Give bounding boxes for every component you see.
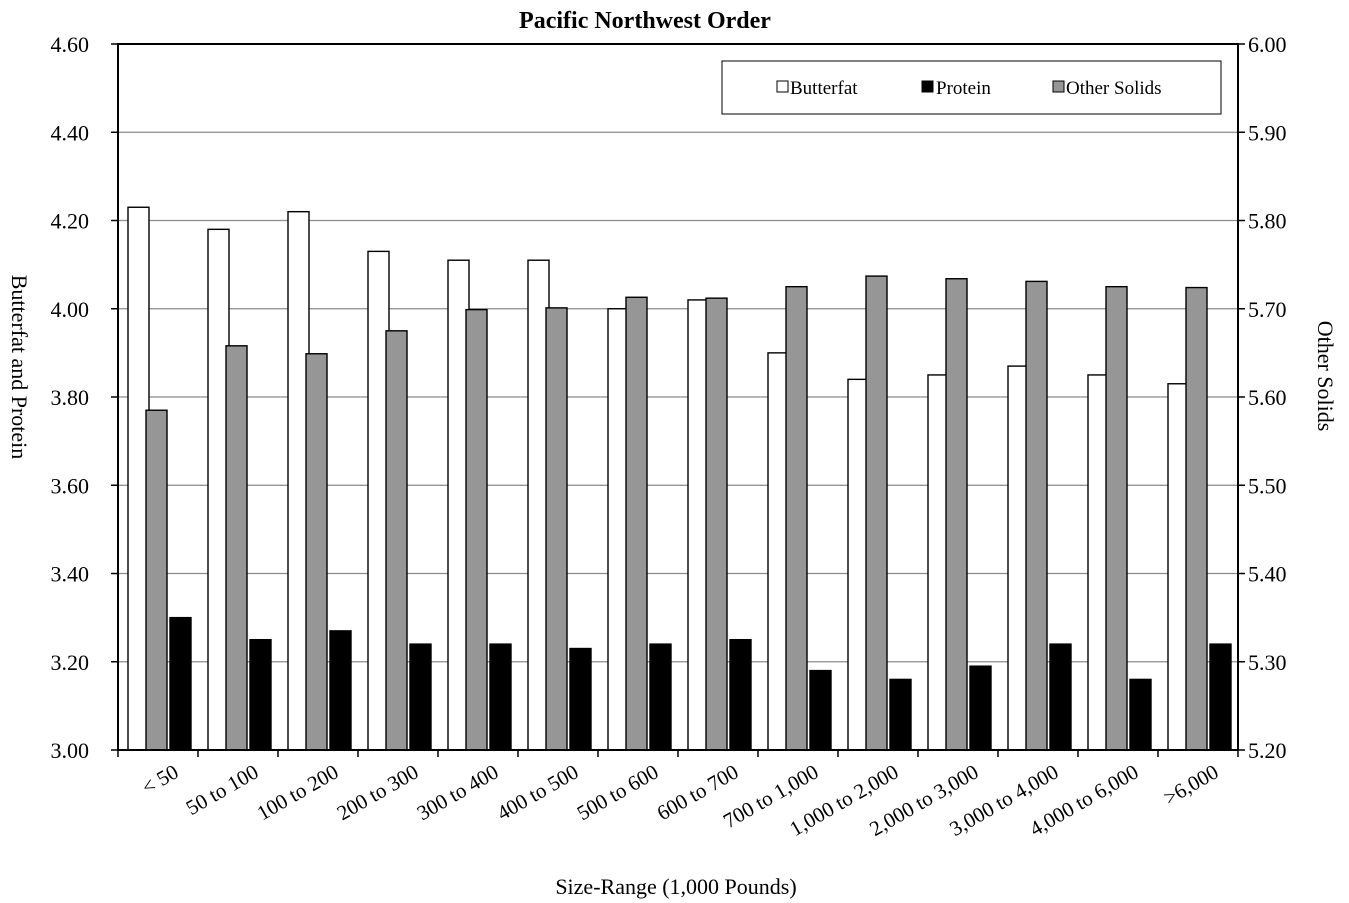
right-tick-label: 5.30 [1248, 650, 1287, 675]
legend-swatch-protein [921, 80, 934, 93]
left-tick-label: 3.20 [51, 650, 90, 675]
bar-other-solids [1105, 285, 1128, 751]
x-tick-label: 200 to 300 [333, 760, 423, 826]
bar-protein [649, 643, 672, 751]
legend-label-butterfat: Butterfat [790, 78, 858, 99]
bars [127, 206, 1232, 751]
left-tick-label: 3.00 [51, 738, 90, 763]
bar-protein [329, 630, 352, 751]
bar-protein [249, 638, 272, 751]
x-tick-label: 100 to 200 [253, 760, 343, 826]
left-axis-label: Butterfat and Protein [7, 275, 32, 460]
bar-other-solids [145, 409, 168, 751]
bar-protein [1209, 643, 1232, 751]
bar-other-solids [1025, 280, 1048, 751]
right-tick-label: 5.80 [1248, 209, 1287, 234]
bar-protein [969, 665, 992, 751]
legend-swatch-other-solids [1052, 80, 1065, 93]
bar-other-solids [225, 345, 248, 751]
left-tick-label: 3.60 [51, 473, 90, 498]
bar-protein [729, 638, 752, 751]
bar-protein [889, 678, 912, 751]
bar-other-solids [625, 296, 648, 751]
x-axis-label: Size-Range (1,000 Pounds) [555, 874, 796, 899]
bar-protein [569, 647, 592, 751]
legend-label-other-solids: Other Solids [1066, 78, 1162, 99]
right-tick-label: 5.40 [1248, 562, 1287, 587]
right-axis: 5.20 5.30 5.40 5.50 5.60 5.70 5.80 5.90 6.00 [1238, 32, 1287, 763]
legend-swatch-butterfat [776, 80, 789, 93]
x-tick-label: >6,000 [1159, 760, 1222, 810]
bar-protein [489, 643, 512, 751]
bar-other-solids [545, 307, 568, 751]
left-tick-label: 3.80 [51, 385, 90, 410]
bar-other-solids [385, 330, 408, 751]
right-tick-label: 6.00 [1248, 32, 1287, 57]
x-tick-label: 300 to 400 [413, 760, 503, 826]
bar-other-solids [785, 285, 808, 751]
bar-other-solids [945, 278, 968, 751]
bar-other-solids [705, 297, 728, 751]
left-tick-label: 4.20 [51, 209, 90, 234]
left-tick-label: 4.00 [51, 297, 90, 322]
legend-label-protein: Protein [936, 78, 991, 99]
x-tick-label: 50 to 100 [182, 760, 263, 820]
left-axis: 3.00 3.20 3.40 3.60 3.80 4.00 4.20 4.40 4.60 [51, 32, 118, 763]
x-tick-label: < 50 [138, 760, 183, 800]
gridlines [118, 131, 1238, 663]
bar-other-solids [1185, 286, 1208, 751]
left-tick-label: 3.40 [51, 562, 90, 587]
legend: Butterfat Protein Other Solids [721, 60, 1222, 115]
right-tick-label: 5.50 [1248, 473, 1287, 498]
bar-other-solids [305, 353, 328, 751]
bar-other-solids [465, 308, 488, 751]
x-tick-label: 500 to 600 [573, 760, 663, 826]
left-tick-label: 4.40 [51, 120, 90, 145]
right-axis-label: Other Solids [1313, 321, 1338, 432]
bar-protein [409, 643, 432, 751]
bar-protein [1049, 643, 1072, 751]
bar-protein [1129, 678, 1152, 751]
x-tick-label: 400 to 500 [493, 760, 583, 826]
right-tick-label: 5.20 [1248, 738, 1287, 763]
right-tick-label: 5.70 [1248, 297, 1287, 322]
chart-title: Pacific Northwest Order [519, 8, 771, 34]
bar-protein [169, 616, 192, 751]
bar-protein [809, 669, 832, 751]
bar-other-solids [865, 275, 888, 751]
right-tick-label: 5.90 [1248, 120, 1287, 145]
legend-box [721, 60, 1222, 115]
right-tick-label: 5.60 [1248, 385, 1287, 410]
left-tick-label: 4.60 [51, 32, 90, 57]
